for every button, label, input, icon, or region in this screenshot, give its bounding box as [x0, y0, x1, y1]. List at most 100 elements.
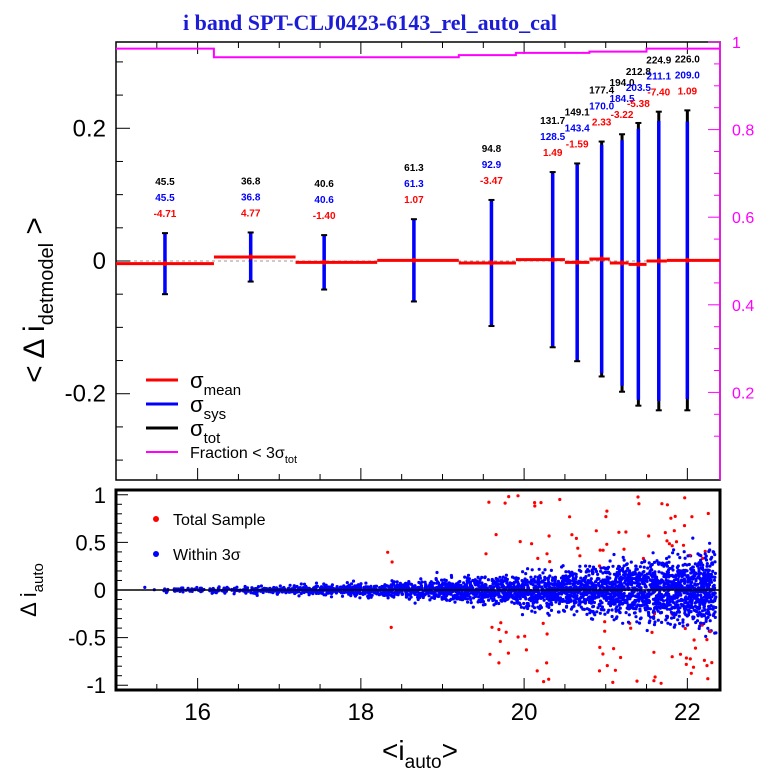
within-3sigma-point	[505, 594, 509, 599]
within-3sigma-point	[278, 584, 282, 588]
total-sample-point	[503, 501, 507, 505]
bottom-legend: Total Sample Within 3σ	[153, 512, 266, 564]
within-3sigma-point	[632, 602, 637, 607]
within-3sigma-point	[603, 567, 608, 571]
total-sample-point	[490, 625, 494, 629]
total-sample-point	[611, 680, 615, 685]
within-3sigma-point	[707, 595, 711, 600]
within-3sigma-point	[471, 605, 475, 609]
within-3sigma-point	[546, 583, 550, 587]
total-sample-point	[683, 496, 687, 500]
within-3sigma-point	[644, 584, 648, 588]
within-3sigma-point	[591, 583, 596, 587]
within-3sigma-point	[478, 578, 482, 582]
total-sample-point	[706, 677, 710, 681]
within-3sigma-point	[538, 574, 542, 578]
within-3sigma-point	[640, 561, 644, 565]
within-3sigma-point	[649, 584, 653, 589]
within-3sigma-point	[665, 556, 669, 561]
within-3sigma-point	[468, 595, 472, 600]
total-sample-point	[660, 502, 664, 506]
total-sample-point	[635, 679, 639, 683]
within-3sigma-point	[512, 601, 517, 606]
within-3sigma-point	[564, 574, 568, 578]
within-3sigma-point	[567, 570, 571, 574]
within-3sigma-point	[635, 620, 639, 624]
within-3sigma-point	[550, 578, 555, 583]
within-3sigma-point	[522, 601, 526, 606]
within-3sigma-point	[608, 559, 612, 563]
within-3sigma-point	[448, 598, 452, 603]
total-sample-point	[604, 515, 608, 519]
within-3sigma-point	[613, 602, 617, 606]
within-3sigma-point	[675, 600, 679, 604]
within-3sigma-point	[626, 604, 630, 608]
legend-label-fraction: Fraction < 3σtot	[190, 445, 297, 466]
within-3sigma-point	[439, 586, 443, 590]
within-3sigma-point	[682, 577, 686, 581]
total-sample-point	[705, 638, 709, 642]
within-3sigma-point	[480, 590, 484, 595]
within-3sigma-point	[497, 601, 501, 606]
within-3sigma-point	[562, 586, 566, 590]
within-3sigma-point	[553, 576, 557, 580]
within-3sigma-point	[423, 580, 427, 584]
total-sample-point	[678, 652, 683, 656]
within-3sigma-point	[613, 579, 617, 583]
total-sample-point	[622, 547, 626, 551]
total-sample-point	[617, 530, 621, 534]
within-3sigma-point	[711, 592, 715, 596]
within-3sigma-point	[407, 580, 411, 584]
within-3sigma-point	[287, 590, 291, 594]
within-3sigma-point	[682, 550, 686, 554]
within-3sigma-point	[328, 590, 332, 594]
within-3sigma-point	[519, 605, 524, 609]
within-3sigma-point	[694, 600, 699, 604]
within-3sigma-point	[660, 594, 664, 599]
within-3sigma-point	[338, 585, 343, 589]
within-3sigma-point	[592, 594, 596, 598]
within-3sigma-point	[668, 622, 673, 626]
tot-data-label: 224.9	[646, 56, 671, 67]
within-3sigma-point	[271, 590, 275, 594]
within-3sigma-point	[530, 609, 534, 613]
total-sample-point	[390, 560, 394, 564]
within-3sigma-point	[570, 570, 574, 574]
total-sample-point	[570, 533, 574, 537]
within-3sigma-point	[666, 584, 670, 588]
total-sample-point	[545, 661, 549, 665]
within-3sigma-point	[520, 613, 525, 617]
within-3sigma-point	[625, 594, 629, 598]
bottom-y-tick-label: 1	[94, 483, 106, 508]
within-3sigma-point	[634, 615, 638, 619]
total-sample-point	[665, 539, 669, 543]
within-3sigma-point	[680, 598, 685, 603]
total-sample-point	[603, 629, 607, 633]
within-3sigma-point	[513, 576, 517, 580]
total-sample-point	[601, 652, 605, 656]
sys-data-label: 170.0	[589, 102, 614, 113]
within-3sigma-point	[572, 604, 576, 608]
within-3sigma-point	[506, 592, 510, 596]
within-3sigma-point	[579, 576, 583, 580]
tot-data-label: 94.8	[482, 144, 502, 155]
within-3sigma-point	[686, 597, 690, 601]
within-3sigma-point	[393, 584, 397, 589]
within-3sigma-point	[653, 574, 657, 578]
within-3sigma-point	[683, 573, 687, 577]
within-3sigma-point	[550, 603, 554, 607]
within-3sigma-point	[547, 580, 551, 585]
within-3sigma-point	[608, 586, 612, 590]
total-sample-point	[650, 630, 654, 635]
within-3sigma-point	[198, 586, 202, 590]
within-3sigma-point	[652, 590, 656, 594]
within-3sigma-point	[272, 585, 276, 590]
within-3sigma-point	[691, 536, 695, 540]
total-sample-point	[663, 531, 667, 535]
within-3sigma-point	[619, 575, 623, 579]
within-3sigma-point	[621, 595, 625, 599]
within-3sigma-point	[396, 590, 401, 594]
total-sample-point	[518, 540, 522, 544]
mean-marker	[574, 259, 580, 265]
within-3sigma-point	[697, 598, 701, 602]
